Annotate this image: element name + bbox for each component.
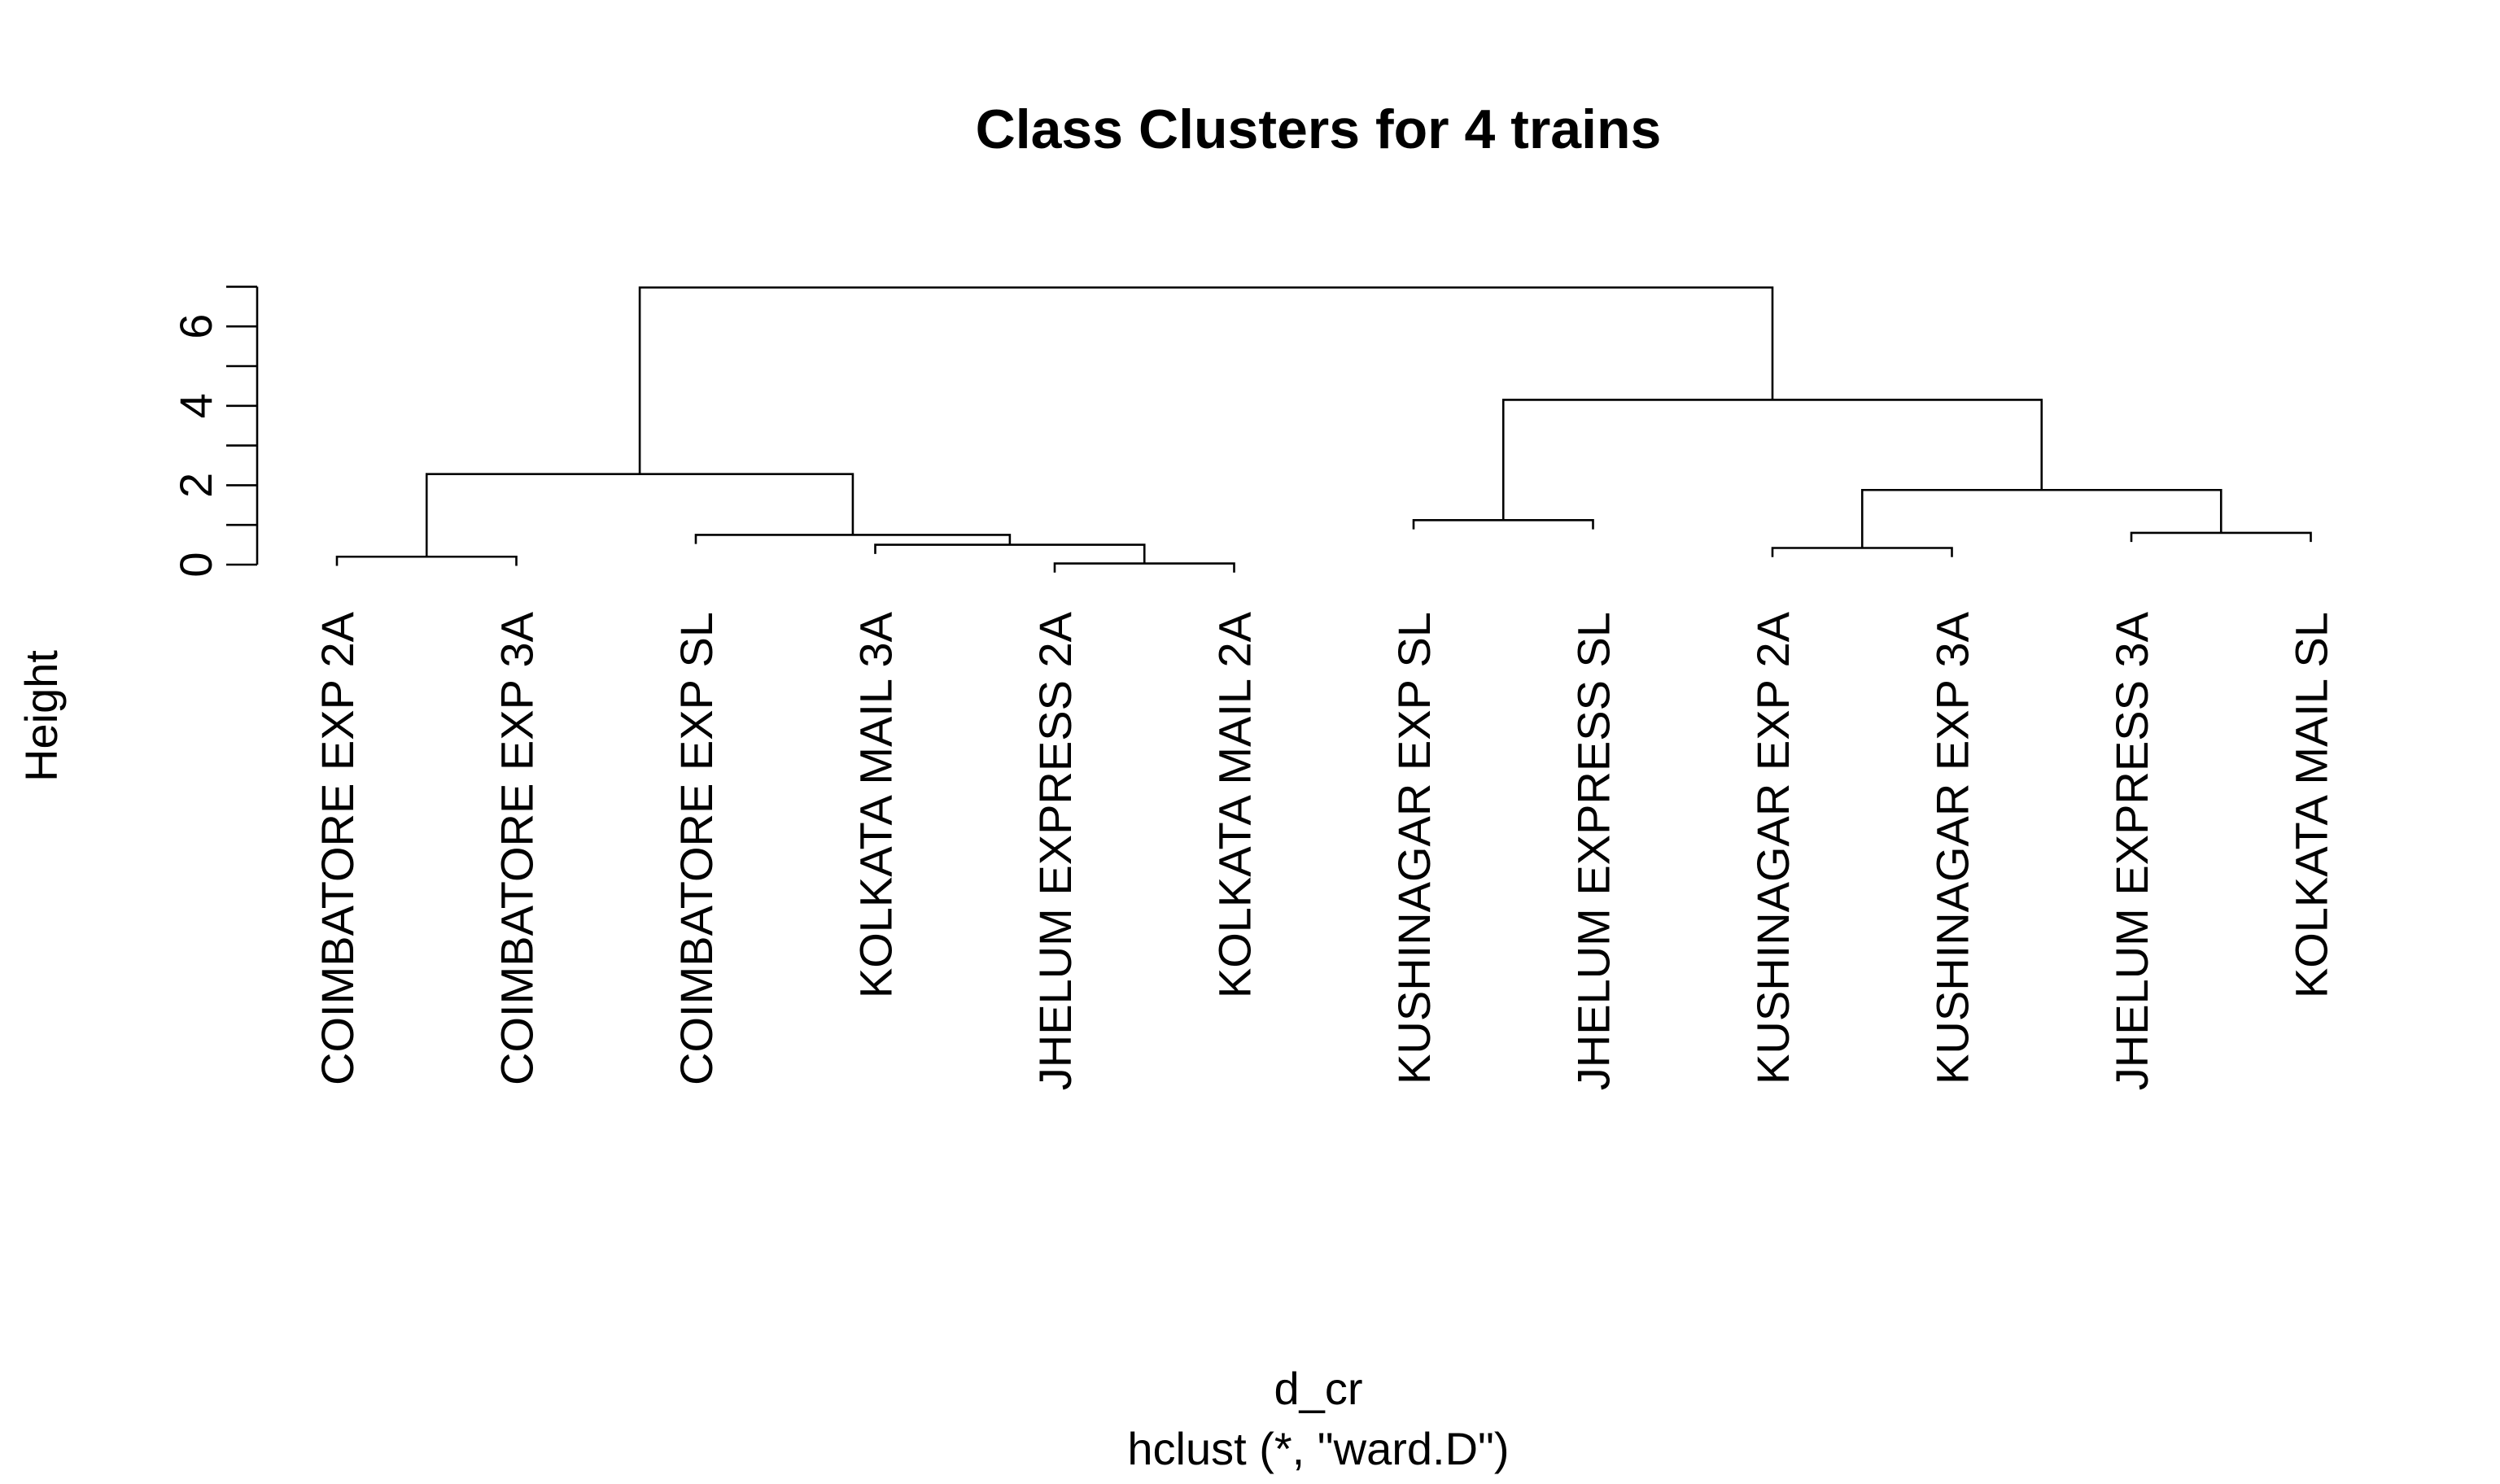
x-axis-label: d_cr	[1274, 1363, 1363, 1414]
y-axis: 0 2 4 6	[170, 286, 259, 578]
branch-m6	[2130, 531, 2312, 543]
leaf-labels: COIMBATORE EXP 2A COIMBATORE EXP 3A COIMBA…	[312, 611, 2337, 1090]
leaf-label-0: COIMBATORE EXP 2A	[312, 611, 363, 1085]
leaf-label-11: KOLKATA MAIL SL	[2286, 612, 2337, 998]
y-tick-label-4: 4	[170, 393, 221, 418]
branch-m4	[874, 543, 1146, 564]
branch-m7	[1412, 519, 1594, 530]
leaf-label-7: JHELUM EXPRESS SL	[1568, 612, 1619, 1090]
branch-m2	[335, 555, 518, 566]
y-tick-label-2: 2	[170, 473, 221, 498]
leaf-label-6: KUSHINAGAR EXP SL	[1388, 612, 1440, 1085]
leaf-label-4: JHELUM EXPRESS 2A	[1029, 611, 1081, 1090]
dendrogram-branches	[335, 286, 2312, 573]
leaf-label-2: COIMBATORE EXP SL	[671, 612, 722, 1085]
branch-m1	[1053, 562, 1235, 573]
branch-m11	[638, 286, 1774, 474]
branch-m8	[1860, 488, 2222, 548]
chart-title: Class Clusters for 4 trains	[976, 98, 1662, 160]
leaf-label-3: KOLKATA MAIL 3A	[850, 611, 902, 998]
leaf-label-8: KUSHINAGAR EXP 2A	[1747, 611, 1799, 1085]
y-axis-label: Height	[15, 650, 67, 782]
branch-m5	[694, 534, 1012, 545]
y-tick-label-6: 6	[170, 314, 221, 339]
leaf-label-9: KUSHINAGAR EXP 3A	[1927, 611, 1978, 1085]
leaf-label-1: COIMBATORE EXP 3A	[492, 611, 543, 1085]
y-tick-label-0: 0	[170, 552, 221, 577]
leaf-label-10: JHELUM EXPRESS 3A	[2106, 611, 2157, 1090]
leaf-label-5: KOLKATA MAIL 2A	[1209, 611, 1261, 998]
method-subtitle: hclust (*, "ward.D")	[1127, 1423, 1509, 1474]
branch-m9	[425, 473, 854, 557]
branch-m3	[1771, 547, 1953, 557]
branch-m10	[1501, 399, 2043, 521]
